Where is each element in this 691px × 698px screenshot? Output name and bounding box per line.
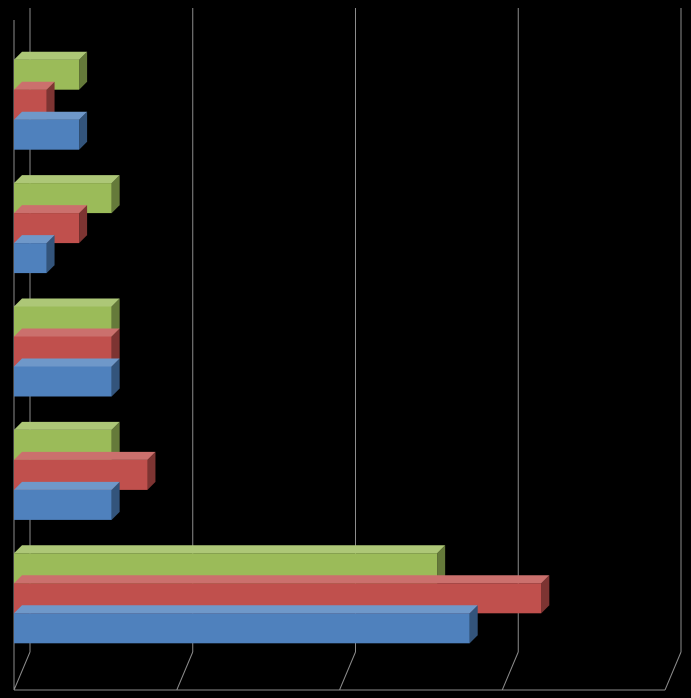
bar-end-face <box>541 575 550 614</box>
bar-end-face <box>79 205 88 244</box>
floor-gridline <box>501 651 519 691</box>
bar-top-face <box>14 205 88 214</box>
bar-end-face <box>111 328 120 367</box>
bar-end-face <box>111 421 120 460</box>
bar-top-face <box>14 81 55 90</box>
bar-end-face <box>469 605 478 644</box>
floor-gridline <box>664 651 682 691</box>
bar-layer <box>14 51 550 644</box>
bar-end-face <box>147 451 156 490</box>
bar-top-face <box>14 235 55 244</box>
bar-top-face <box>14 605 478 614</box>
floor-gridline <box>176 651 194 691</box>
bar <box>14 358 120 397</box>
bar-end-face <box>111 358 120 397</box>
bar-end-face <box>79 51 88 90</box>
bar <box>14 235 55 274</box>
floor-gridline <box>13 651 31 691</box>
bar-top-face <box>14 298 120 307</box>
bar-front-face <box>14 119 80 150</box>
bar-end-face <box>46 81 55 120</box>
bar-end-face <box>46 235 55 274</box>
bar <box>14 111 88 150</box>
bar-top-face <box>14 421 120 430</box>
bar-front-face <box>14 613 470 644</box>
bar-top-face <box>14 575 550 584</box>
bar-top-face <box>14 328 120 337</box>
bar-front-face <box>14 489 112 520</box>
bar-end-face <box>111 481 120 520</box>
bar-top-face <box>14 175 120 184</box>
bar-top-face <box>14 358 120 367</box>
bar-top-face <box>14 111 88 120</box>
bar-front-face <box>14 366 112 397</box>
bar-end-face <box>79 111 88 150</box>
bar-top-face <box>14 451 156 460</box>
bar-end-face <box>111 298 120 337</box>
bar-front-face <box>14 243 47 274</box>
bar <box>14 481 120 520</box>
bar-top-face <box>14 545 446 554</box>
bar <box>14 605 478 644</box>
floor-gridline <box>339 651 356 691</box>
bar-end-face <box>437 545 446 584</box>
bar-top-face <box>14 51 88 60</box>
bar-top-face <box>14 481 120 490</box>
bar-end-face <box>111 175 120 214</box>
